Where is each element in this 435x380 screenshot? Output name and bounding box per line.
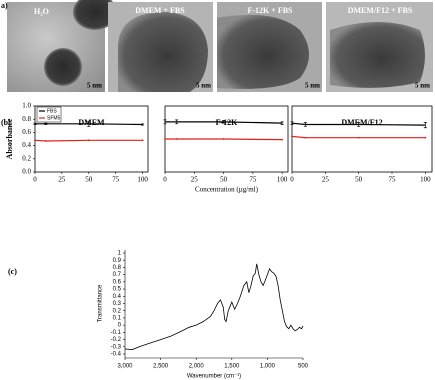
scale-bar: 5 nm [196,82,211,90]
x-tick-label: 25 [191,176,199,184]
point [34,139,36,142]
point [141,139,144,142]
point [304,136,307,139]
y-tick-label: 0.3 [113,301,122,307]
image-caption: DMEM + FBS [135,6,185,15]
y-tick-label: 1.0 [22,102,31,110]
x-tick-label: 75 [389,176,397,184]
panel-label: (b) [1,118,11,127]
y-tick-label: 0.6 [22,128,31,136]
y-tick-label: 0.7 [113,272,122,278]
point [357,136,360,139]
point [291,135,293,138]
point [164,138,166,140]
image-caption: DMEM/F12 + FBS [348,6,413,15]
scale-bar: 5 nm [305,82,320,90]
x-tick-label: 50 [85,176,93,184]
error-bar [423,122,427,129]
plot-frame [291,105,433,173]
image-caption: F-12K + FBS [247,6,293,15]
y-tick-label: -0.3 [111,344,122,350]
x-tick-label: 1,500 [224,364,240,370]
error-bar [87,120,91,127]
y-tick-label: 0.8 [113,265,122,271]
y-tick-label: 0.1 [113,316,122,322]
y-tick-label: 0.0 [22,168,31,176]
x-tick-label: 25 [322,176,330,184]
y-tick-label: -0.1 [111,330,122,336]
y-axis-label: Transmittance [98,284,104,322]
y-tick-label: 0.8 [22,115,31,123]
error-bar [303,122,307,127]
y-tick-label: 0.2 [22,154,31,162]
y-tick-label: -0.4 [111,352,122,358]
x-tick-label: 3,000 [117,364,133,370]
x-tick-label: 2,500 [153,364,169,370]
tem-image [7,0,117,92]
point [281,138,284,141]
y-tick-label: 0.4 [22,141,31,149]
tem-image [108,2,213,92]
legend-label: FBS [47,108,57,114]
series-line [291,135,426,139]
series-line [291,122,426,126]
x-tick-label: 0 [163,176,167,184]
point [175,138,178,140]
error-bar [357,122,361,127]
point [87,139,90,142]
point [424,136,427,139]
image-caption: H₂O [34,7,49,16]
x-tick-label: 0 [33,176,37,184]
y-tick-label: 0 [118,323,122,329]
error-bar [163,119,167,125]
series-line [165,121,283,124]
x-tick-label: 1,000 [260,364,276,370]
y-tick-label: 0.9 [113,258,122,264]
scale-bar: 5 nm [87,82,102,90]
error-bar [44,122,48,125]
panel-label: (c) [8,267,17,276]
x-tick-label: 75 [112,176,120,184]
y-tick-label: 1 [118,251,122,257]
x-tick-label: 75 [249,176,257,184]
y-tick-label: -0.2 [111,337,122,343]
y-tick-label: 0.5 [113,287,122,293]
panel-label: a) [1,1,8,10]
x-tick-label: 50 [220,176,228,184]
tem-image [326,2,433,92]
chart-title: DMEM [78,118,105,127]
x-axis-label: Concentration (µg/ml) [195,186,259,194]
y-tick-label: 0.6 [113,279,122,285]
x-tick-label: 2,000 [189,364,205,370]
error-bar [33,122,37,125]
series-line [165,138,283,141]
error-bar [280,121,284,125]
x-tick-label: 25 [58,176,66,184]
error-bar [290,121,294,125]
x-tick-label: 100 [277,176,288,184]
point [44,140,47,142]
y-tick-label: 0.4 [113,294,122,300]
series-line [35,123,143,126]
point [222,138,225,140]
error-bar [141,123,145,126]
error-bar [175,119,179,125]
x-tick-label: 50 [355,176,363,184]
error-bar [222,120,226,124]
x-tick-label: 500 [298,364,309,370]
plot-frame [34,105,149,173]
x-tick-label: 100 [137,176,148,184]
y-tick-label: 0.2 [113,308,122,314]
chart-title: DMEM/F12 [341,118,382,127]
series-line [124,263,304,351]
legend-label: SFM5 [47,115,61,121]
x-axis-label: Wavenumber (cm⁻¹) [187,374,241,380]
x-tick-label: 0 [290,176,294,184]
x-tick-label: 100 [420,176,431,184]
y-axis-label: Absorbance [5,118,14,159]
series-line [34,139,143,142]
tem-image [217,2,322,92]
scale-bar: 5 nm [415,82,430,90]
